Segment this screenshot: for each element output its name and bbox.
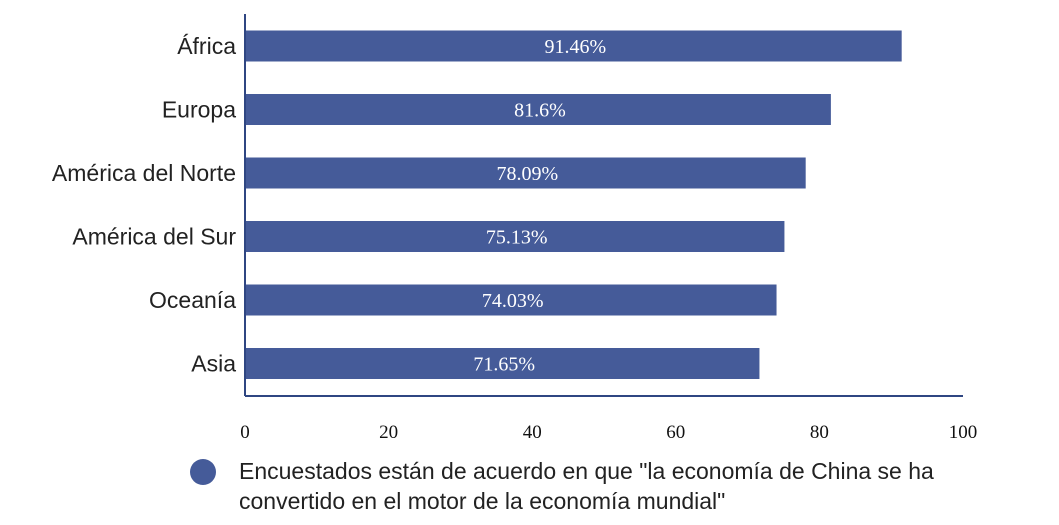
data-labels-group: 91.46% 81.6% 78.09% 75.13% 74.03% 71.65%: [473, 36, 606, 376]
legend: Encuestados están de acuerdo en que "la …: [190, 456, 1010, 516]
x-tick-label: 40: [523, 422, 542, 443]
bar-value-label: 81.6%: [514, 100, 566, 122]
category-label: África: [177, 33, 236, 59]
x-tick-label: 0: [240, 422, 250, 443]
category-label: América del Norte: [52, 160, 236, 186]
bar-value-label: 74.03%: [482, 290, 544, 312]
bars-group: [245, 30, 902, 379]
bar: [245, 348, 760, 379]
legend-label: Encuestados están de acuerdo en que "la …: [239, 458, 934, 514]
bar: [245, 30, 902, 62]
x-tick-label: 60: [666, 422, 685, 443]
bar-value-label: 91.46%: [545, 36, 607, 58]
bar: [245, 221, 785, 252]
category-label: Oceanía: [149, 287, 236, 313]
x-tick-label: 20: [379, 422, 398, 443]
category-labels-group: África Europa América del Norte América del…: [52, 33, 236, 377]
bar: [245, 157, 806, 189]
x-tick-label: 100: [949, 422, 978, 443]
bar: [245, 284, 777, 316]
bar-value-label: 71.65%: [473, 354, 535, 376]
x-tick-labels-group: 0 20 40 60 80 100: [240, 422, 977, 443]
category-label: Asia: [191, 351, 236, 377]
legend-swatch-icon: [190, 459, 216, 485]
category-label: Europa: [162, 97, 236, 123]
category-label: América del Sur: [72, 224, 236, 250]
bar-value-label: 75.13%: [486, 227, 548, 249]
bar: [245, 94, 831, 125]
bar-value-label: 78.09%: [497, 163, 559, 185]
x-tick-label: 80: [810, 422, 829, 443]
